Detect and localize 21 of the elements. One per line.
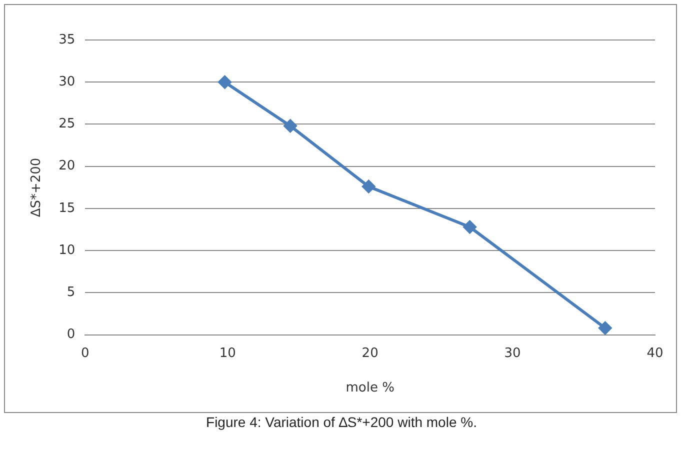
point (598, 322, 612, 335)
y-axis-title: ∆S*+200 (29, 158, 44, 218)
y-tick-label: 20 (58, 158, 76, 174)
y-tick-label: 5 (66, 285, 76, 300)
y-tick-label: 25 (58, 116, 76, 132)
x-tick-label: 20 (362, 346, 378, 361)
point (284, 119, 297, 132)
y-tick-label: 35 (58, 32, 76, 48)
x-axis-title: mole % (346, 380, 394, 396)
point (218, 76, 232, 89)
x-tick-label: 40 (646, 346, 664, 361)
caption: Figure 4: Variation of ∆S*+200 with mole %. (205, 414, 478, 430)
x-tick-label: 0 (81, 346, 90, 361)
x-tick-label: 10 (219, 346, 236, 361)
y-tick-label: 0 (66, 327, 76, 342)
point (463, 220, 476, 234)
y-tick-label: 30 (58, 74, 76, 90)
x-tick-label: 30 (504, 346, 521, 361)
y-tick-label: 10 (58, 242, 76, 258)
y-tick-label: 15 (58, 200, 76, 216)
point (362, 180, 376, 194)
